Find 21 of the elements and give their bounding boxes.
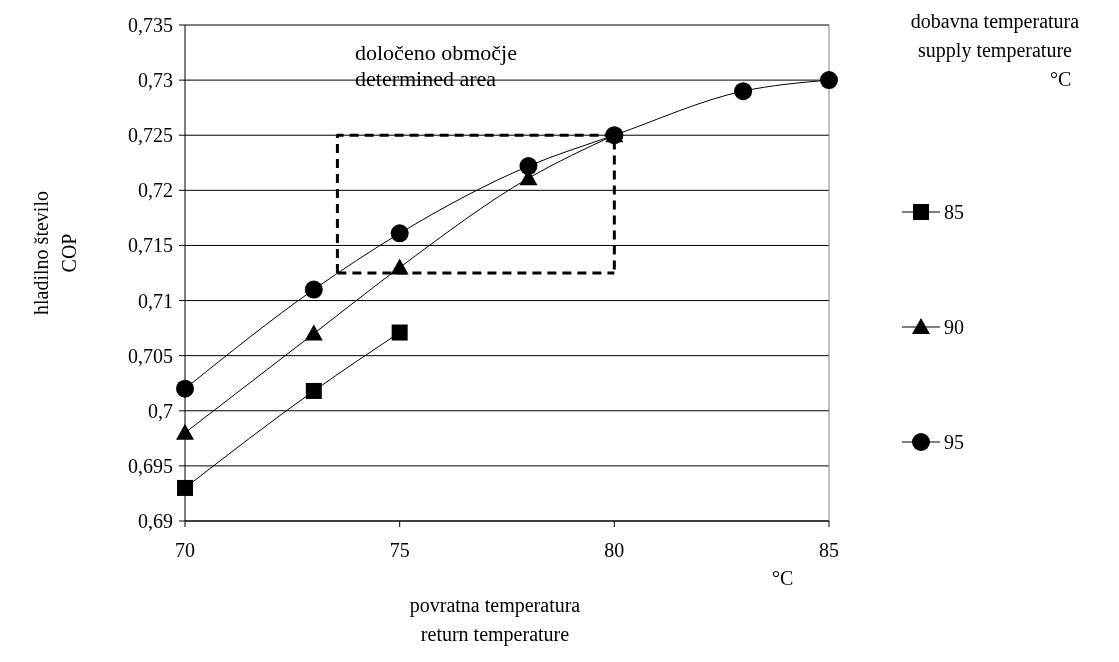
y-tick-label: 0,715 xyxy=(128,234,173,257)
y-tick-label: 0,71 xyxy=(138,289,173,312)
legend-label: 95 xyxy=(944,431,964,453)
y-tick-label: 0,69 xyxy=(138,510,173,532)
x-tick-label: 70 xyxy=(175,539,195,561)
legend-label: 90 xyxy=(944,316,964,338)
text: °C xyxy=(772,567,794,589)
y-tick-label: 0,705 xyxy=(128,344,173,367)
x-tick-label: 85 xyxy=(819,539,839,561)
y-tick-label: 0,725 xyxy=(128,124,173,147)
y-tick-label: 0,7 xyxy=(148,399,173,422)
x-axis-title: povratna temperatura return temperature xyxy=(409,594,581,646)
y-tick-label: 0,735 xyxy=(128,14,173,36)
legend-label: 85 xyxy=(944,201,964,223)
legend-title: dobavna temperatura supply temperature °C xyxy=(910,10,1080,90)
x-tick-label: 75 xyxy=(389,539,410,561)
y-axis-title: hladilno število COP xyxy=(30,191,80,315)
y-tick-label: 0,72 xyxy=(138,179,173,202)
y-tick-label: 0,73 xyxy=(138,69,173,92)
x-tick-label: 80 xyxy=(604,539,625,561)
y-tick-label: 0,695 xyxy=(128,454,173,477)
